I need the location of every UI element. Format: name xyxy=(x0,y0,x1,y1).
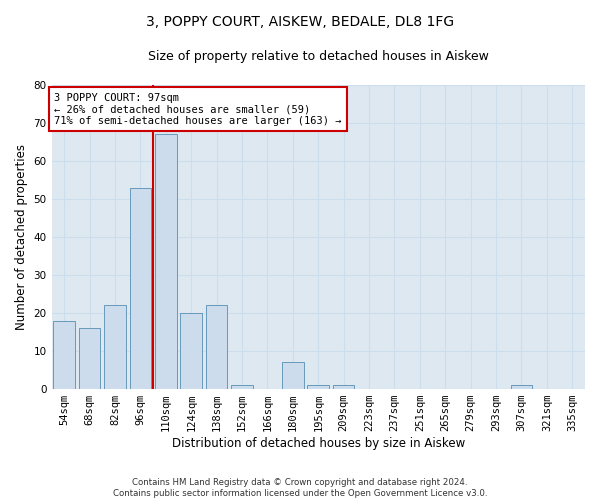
Bar xyxy=(206,306,227,389)
Bar xyxy=(104,306,126,389)
Y-axis label: Number of detached properties: Number of detached properties xyxy=(15,144,28,330)
Bar xyxy=(307,386,329,389)
Text: 3, POPPY COURT, AISKEW, BEDALE, DL8 1FG: 3, POPPY COURT, AISKEW, BEDALE, DL8 1FG xyxy=(146,15,454,29)
Text: 3 POPPY COURT: 97sqm
← 26% of detached houses are smaller (59)
71% of semi-detac: 3 POPPY COURT: 97sqm ← 26% of detached h… xyxy=(54,92,341,126)
Bar xyxy=(282,362,304,389)
Bar xyxy=(53,320,75,389)
Bar xyxy=(511,386,532,389)
Bar xyxy=(79,328,100,389)
Bar xyxy=(231,386,253,389)
X-axis label: Distribution of detached houses by size in Aiskew: Distribution of detached houses by size … xyxy=(172,437,465,450)
Bar xyxy=(130,188,151,389)
Title: Size of property relative to detached houses in Aiskew: Size of property relative to detached ho… xyxy=(148,50,489,63)
Bar xyxy=(333,386,355,389)
Bar xyxy=(155,134,176,389)
Bar xyxy=(181,313,202,389)
Text: Contains HM Land Registry data © Crown copyright and database right 2024.
Contai: Contains HM Land Registry data © Crown c… xyxy=(113,478,487,498)
